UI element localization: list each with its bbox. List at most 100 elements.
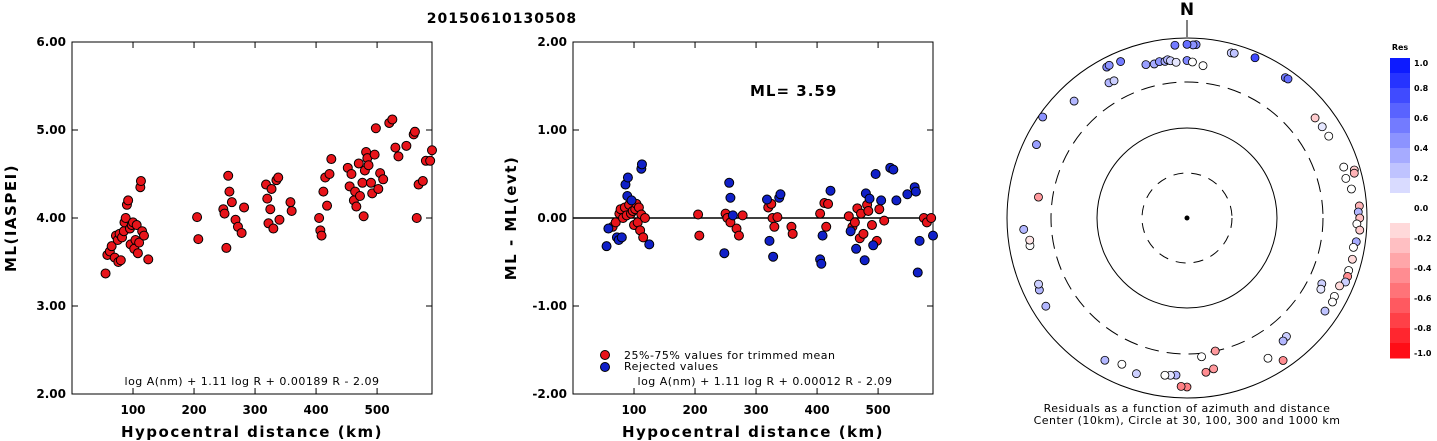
rejected-residual-point [622,172,633,183]
ml-point [193,234,204,245]
ml-point [273,172,284,183]
middle-x-tick-label: 300 [744,403,769,417]
ml-point [365,177,376,188]
rejected-residual-point [876,195,887,206]
ml-point [363,160,374,171]
rejected-residual-point [644,239,655,250]
ml-point [390,142,401,153]
ml-point [316,230,327,241]
middle-panel: -2.00 -1.00 0.00 1.00 2.00 100 200 300 400 500 M… [502,35,938,441]
rejected-residual-point [891,195,902,206]
polar-residual-point [1182,39,1192,49]
rejected-residual-point [864,193,875,204]
middle-y-tick-label: 2.00 [537,35,567,49]
colorbar-tick-label: -1.0 [1414,349,1432,358]
left-scatter-points [100,114,437,279]
ml-point [123,195,134,206]
left-y-tick-label: 5.00 [36,123,66,137]
colorbar-cell [1390,343,1410,359]
colorbar-cell [1390,253,1410,269]
trimmed-residual-point [866,220,877,231]
legend-trimmed-marker [600,350,610,360]
ml-point [358,211,369,222]
polar-residual-point [1019,225,1029,234]
ml-point [346,169,357,179]
colorbar-tick-label: 0.8 [1414,84,1429,93]
polar-residual-point [1317,122,1327,132]
polar-residual-point [1188,57,1197,67]
left-x-tick-label: 300 [243,403,268,417]
left-y-axis-label: ML(IASPEI) [2,164,20,272]
ml-point [427,145,437,156]
ml-point [266,183,277,194]
polar-residual-point [1324,131,1334,141]
colorbar-labels: 1.0 0.8 0.6 0.4 0.2 0.0 -0.2 -0.4 -0.6 -0.8 -1.0 [1414,59,1432,358]
polar-residual-point [1347,254,1357,264]
rejected-residual-point [868,240,879,251]
rejected-residual-point [719,248,730,259]
colorbar-cell [1390,283,1410,299]
ml-value: ML= 3.59 [750,82,837,100]
colorbar-tick-label: 0.4 [1414,144,1429,153]
colorbar-tick-label: 1.0 [1414,59,1429,68]
polar-residual-point [1197,352,1206,362]
middle-x-tick-label: 200 [683,403,708,417]
trimmed-residual-point [769,221,780,232]
colorbar-tick-label: 0.6 [1414,114,1429,123]
colorbar-cell [1390,133,1410,149]
polar-caption-1: Residuals as a function of azimuth and d… [1044,402,1331,415]
polar-residual-point [1339,162,1349,172]
trimmed-residual-point [879,215,890,226]
rejected-residual-point [870,169,881,179]
ring-30km [1141,172,1233,264]
middle-x-tick-label: 500 [866,403,891,417]
polar-residual-point [1316,284,1326,294]
ml-point [265,204,276,215]
colorbar-cell [1390,208,1410,224]
middle-y-ticks: -2.00 -1.00 0.00 1.00 2.00 [532,35,933,401]
left-x-tick-label: 200 [182,403,207,417]
polar-residual-point [1032,140,1041,149]
colorbar-title: Res [1392,43,1409,52]
colorbar-tick-label: 0.0 [1414,204,1429,213]
polar-residual-point [1141,60,1151,70]
rejected-residual-point [888,164,899,175]
colorbar-cell [1390,193,1410,209]
polar-residual-point [1310,113,1320,123]
rejected-residual-point [825,185,836,196]
polar-residual-point [1117,359,1127,369]
polar-residual-point [1229,48,1239,58]
polar-residual-point [1176,381,1186,391]
polar-residual-point [1210,346,1220,356]
polar-residual-point [1347,184,1356,194]
ml-point [417,176,428,187]
middle-x-ticks: 100 200 300 400 500 [621,42,891,417]
polar-scatter-points [1019,39,1365,392]
left-panel: 2.00 3.00 4.00 5.00 6.00 100 200 300 400 500 log… [2,35,437,441]
colorbar-cell [1390,103,1410,119]
ml-point [236,227,247,238]
ml-point [219,208,230,219]
rejected-residual-point [626,195,637,206]
ml-point [286,205,297,216]
colorbar-cell [1390,58,1410,74]
legend-rejected-label: Rejected values [624,360,719,373]
middle-y-tick-label: -2.00 [532,387,567,401]
trimmed-residual-point [821,221,832,232]
middle-y-tick-label: -1.00 [532,299,567,313]
colorbar-cell [1390,313,1410,329]
polar-residual-point [1349,168,1359,178]
ml-point [120,213,131,223]
rejected-residual-point [762,194,773,205]
ml-point [262,193,273,204]
rejected-residual-point [914,235,925,246]
rejected-residual-point [910,186,921,197]
rejected-residual-point [764,235,775,246]
ml-point [353,158,364,169]
polar-residual-point [1025,235,1035,245]
ml-point [401,140,412,151]
polar-residual-point [1328,297,1337,307]
ml-point [285,197,296,208]
ml-point [409,126,420,137]
trimmed-residual-point [737,210,748,221]
